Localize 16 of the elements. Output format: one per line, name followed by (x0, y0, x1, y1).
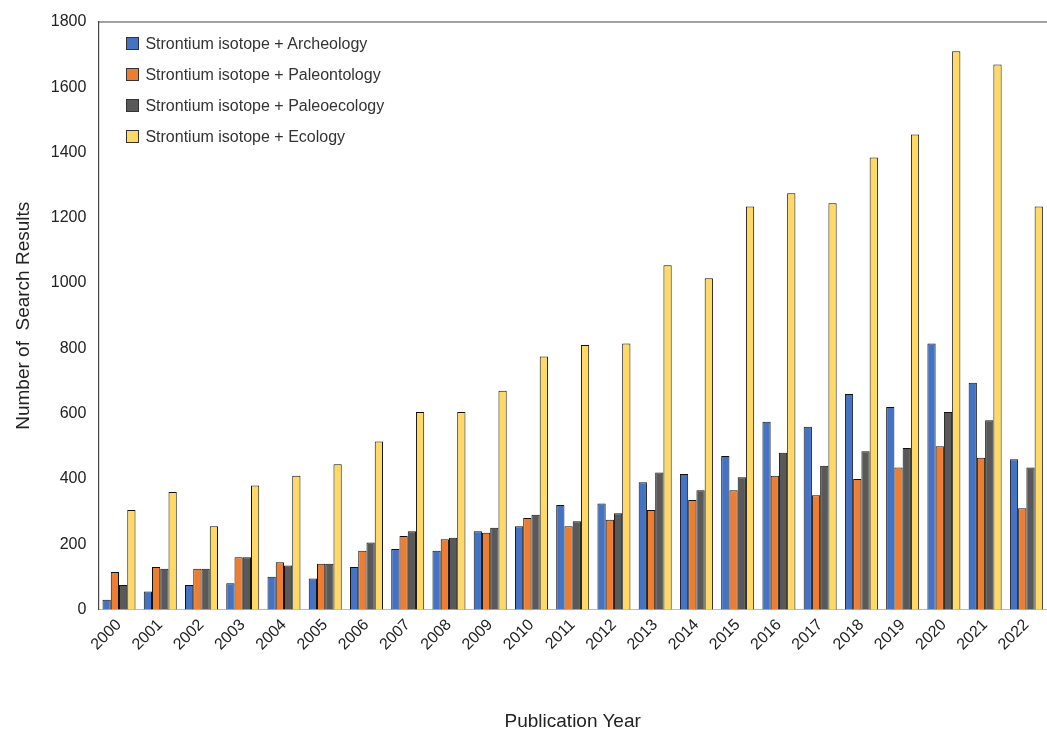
legend-label: Strontium isotope + Paleoecology (145, 96, 385, 115)
y-tick-label: 400 (59, 469, 87, 487)
y-tick-label: 1800 (50, 12, 87, 30)
y-tick-label: 1600 (50, 77, 87, 95)
y-axis-title: Number of Search Results (11, 201, 33, 430)
legend-label: Strontium isotope + Paleontology (145, 65, 381, 84)
y-tick-label: 800 (59, 338, 87, 356)
y-tick-label: 200 (59, 534, 87, 552)
y-tick-label: 1200 (50, 208, 87, 226)
legend-label: Strontium isotope + Archeology (145, 34, 368, 53)
legend-label: Strontium isotope + Ecology (145, 127, 346, 146)
y-tick-label: 1000 (50, 273, 87, 291)
y-tick-label: 0 (77, 599, 87, 617)
x-axis-title: Publication Year (504, 709, 642, 731)
y-tick-label: 1400 (50, 142, 87, 160)
y-tick-label: 600 (59, 404, 87, 422)
